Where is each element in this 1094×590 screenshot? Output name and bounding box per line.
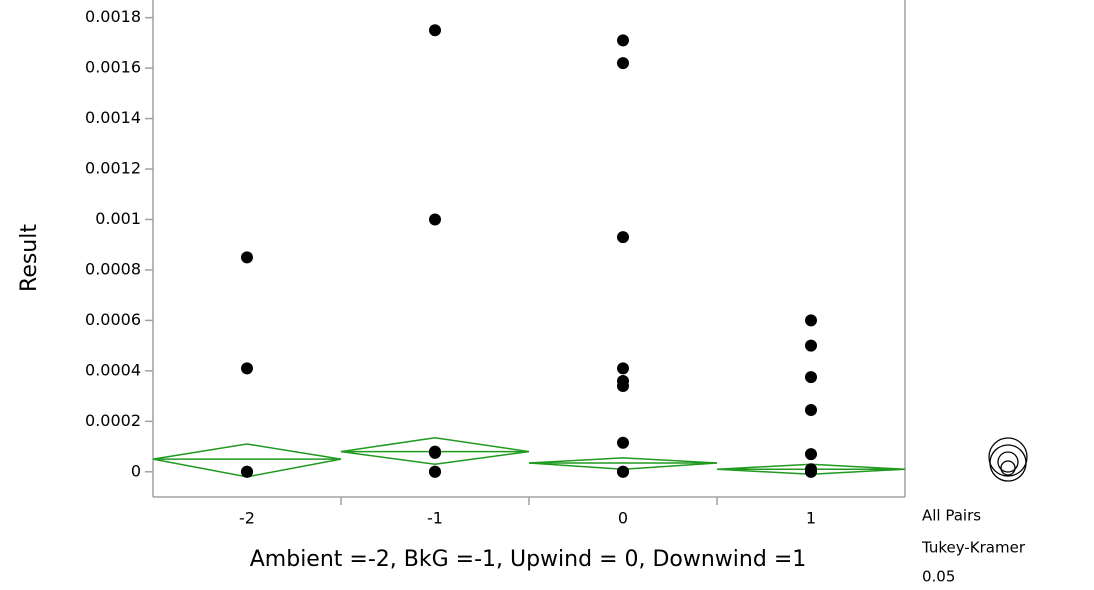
x-axis-title: Ambient =-2, BkG =-1, Upwind = 0, Downwi… bbox=[250, 547, 807, 572]
data-point bbox=[805, 403, 817, 416]
x-tick-label: 0 bbox=[618, 509, 628, 528]
data-point bbox=[617, 231, 629, 244]
comparison-circle bbox=[997, 451, 1019, 473]
data-point bbox=[241, 362, 253, 375]
comparison-circle bbox=[1000, 460, 1016, 476]
y-tick-label: 0.0002 bbox=[85, 411, 141, 430]
comparison-alpha: 0.05 bbox=[922, 568, 955, 586]
data-point bbox=[805, 314, 817, 327]
data-point bbox=[617, 362, 629, 375]
x-tick-label: -2 bbox=[239, 509, 255, 528]
x-tick-label: 1 bbox=[806, 509, 816, 528]
data-point bbox=[617, 436, 629, 449]
y-tick-label: 0.0008 bbox=[85, 259, 141, 278]
data-point bbox=[429, 446, 441, 459]
data-point bbox=[805, 465, 817, 478]
x-tick-label: -1 bbox=[427, 509, 443, 528]
y-tick-label: 0 bbox=[131, 461, 141, 480]
comparison-circle bbox=[988, 437, 1028, 477]
comparison-method: Tukey-Kramer bbox=[921, 539, 1026, 557]
data-point bbox=[617, 57, 629, 70]
data-point bbox=[805, 339, 817, 352]
y-tick-label: 0.0006 bbox=[85, 310, 141, 329]
y-tick-label: 0.0004 bbox=[85, 360, 141, 379]
y-tick-label: 0.001 bbox=[95, 209, 141, 228]
data-point bbox=[241, 465, 253, 478]
data-point bbox=[617, 34, 629, 47]
y-tick-label: 0.0016 bbox=[85, 58, 141, 77]
data-point bbox=[617, 465, 629, 478]
data-point bbox=[429, 24, 441, 37]
y-axis-title: Result bbox=[17, 224, 42, 292]
data-point bbox=[429, 465, 441, 478]
y-tick-label: 0.0018 bbox=[85, 7, 141, 26]
y-tick-label: 0.0014 bbox=[85, 108, 141, 127]
data-point bbox=[241, 251, 253, 264]
data-point bbox=[805, 371, 817, 384]
comparison-circle bbox=[989, 444, 1027, 482]
data-point bbox=[429, 213, 441, 226]
comparison-label: All Pairs bbox=[922, 507, 981, 525]
data-point bbox=[617, 379, 629, 392]
y-tick-label: 0.0012 bbox=[85, 159, 141, 178]
comparison-circles bbox=[988, 437, 1028, 482]
data-point bbox=[805, 448, 817, 461]
